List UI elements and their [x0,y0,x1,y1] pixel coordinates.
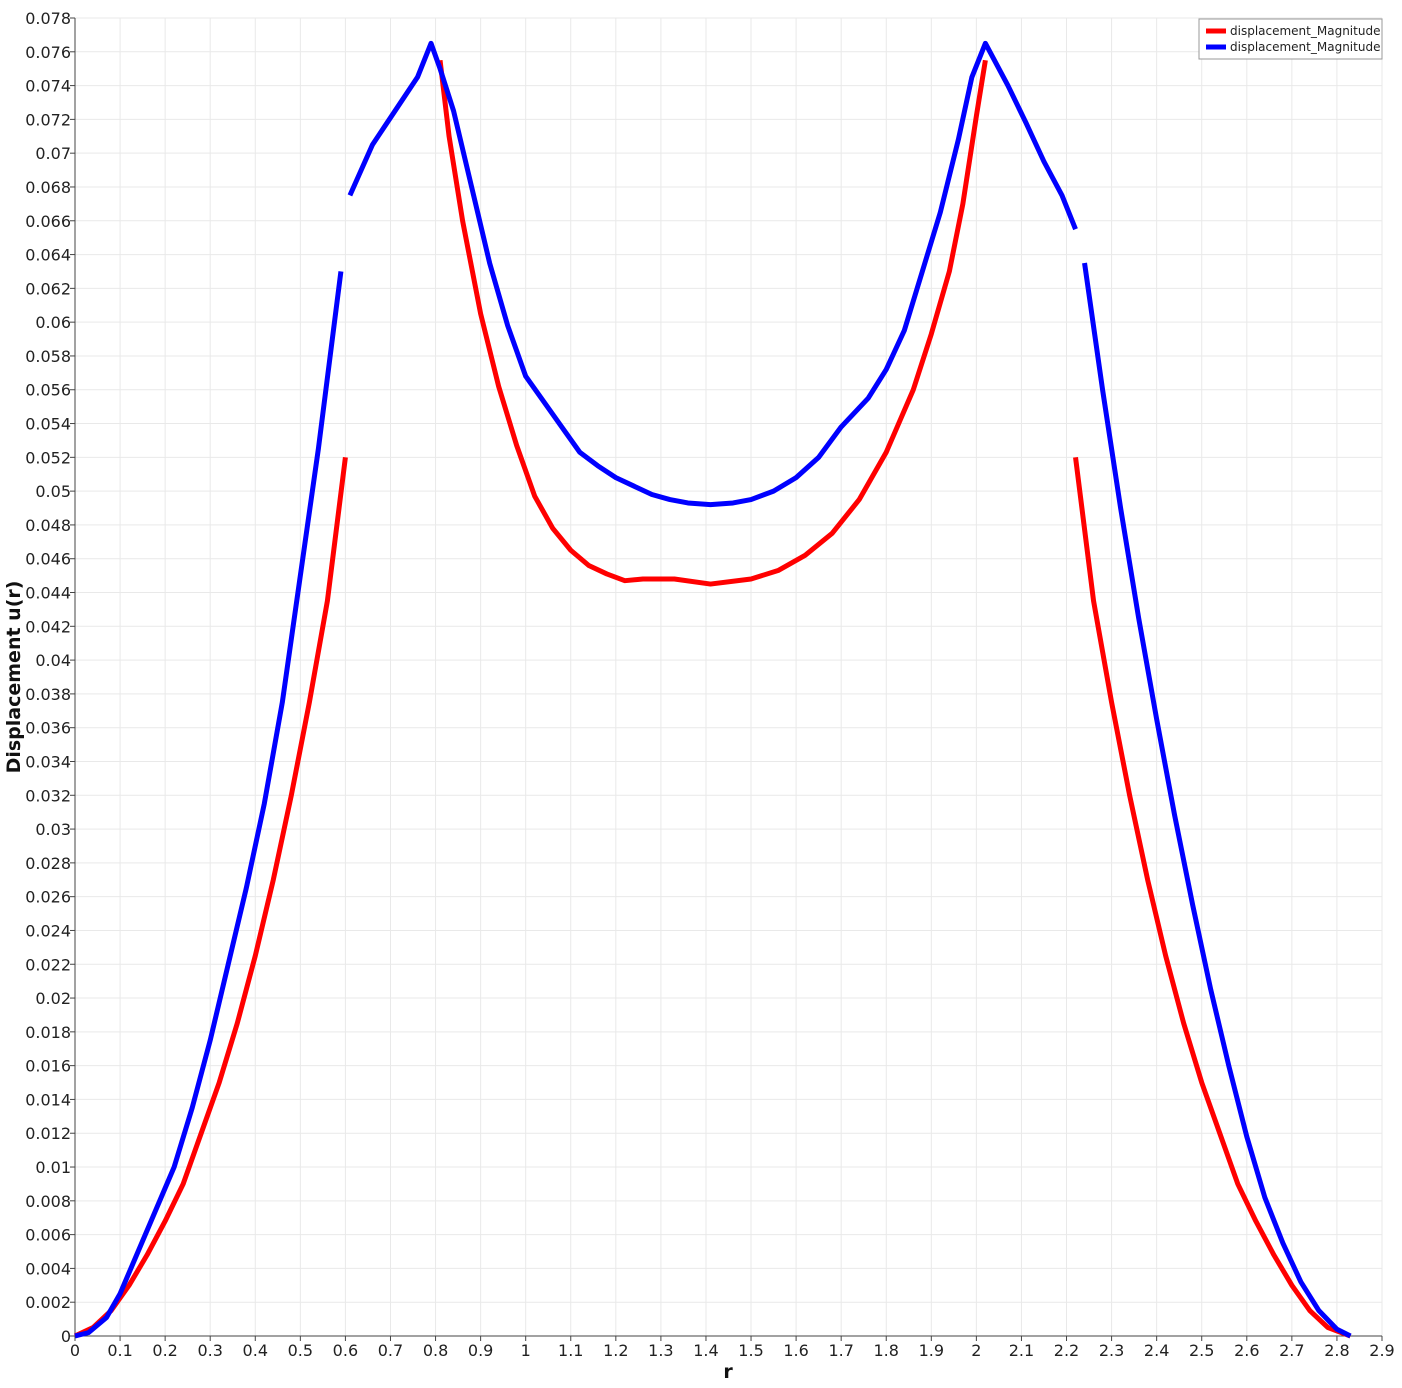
x-tick-label: 1.2 [603,1341,628,1360]
y-tick-group: 0 0.002 0.004 0.006 0.008 0.01 0.012 0.014 0.016… [25,9,75,1346]
y-tick-label: 0.042 [25,617,71,636]
legend-box [1198,18,1383,60]
y-tick-label: 0.012 [25,1124,71,1143]
x-tick-group: 0 0.1 0.2 0.3 0.4 0.5 0.6 0.7 0.8 0.9 1 1.1 1.2 1.3 1.… [70,1336,1395,1360]
y-tick-label: 0.052 [25,448,71,467]
x-tick-label: 0.6 [333,1341,358,1360]
y-tick-label: 0.044 [25,584,71,603]
x-tick-label: 0.8 [423,1341,448,1360]
legend: displacement_Magnitude displacement_Magn… [1198,18,1383,60]
axes [74,18,1382,1337]
x-tick-label: 2.1 [1009,1341,1034,1360]
x-tick-label: 1.8 [874,1341,899,1360]
y-tick-label: 0.05 [35,482,71,501]
series-line-segment [1082,262,1352,1339]
x-tick-label: 2.6 [1234,1341,1259,1360]
x-tick-label: 1.5 [738,1341,763,1360]
y-tick-label: 0.022 [25,955,71,974]
y-tick-label: 0.036 [25,719,71,738]
y-tick-label: 0.026 [25,888,71,907]
x-tick-label: 0.7 [378,1341,403,1360]
y-tick-label: 0.064 [25,246,71,265]
x-tick-label: 2.8 [1324,1341,1349,1360]
y-tick-label: 0.024 [25,921,71,940]
x-tick-label: 2 [971,1341,981,1360]
y-tick-label: 0.066 [25,212,71,231]
x-tick-label: 1.3 [648,1341,673,1360]
y-tick-label: 0.014 [25,1090,71,1109]
y-tick-label: 0.008 [25,1192,71,1211]
y-tick-label: 0.046 [25,550,71,569]
x-tick-label: 1.1 [558,1341,583,1360]
x-tick-label: 0.2 [152,1341,177,1360]
x-tick-label: 2.2 [1054,1341,1079,1360]
x-tick-label: 1.7 [828,1341,853,1360]
y-tick-label: 0.006 [25,1226,71,1245]
y-tick-label: 0.072 [25,110,71,129]
x-tick-label: 2.9 [1369,1341,1394,1360]
series-layer [73,40,1352,1339]
x-tick-label: 1.4 [693,1341,718,1360]
y-axis-title: Displacement u(r) [3,581,25,774]
y-tick-label: 0.01 [35,1158,71,1177]
y-tick-label: 0.07 [35,144,71,163]
y-tick-label: 0.018 [25,1023,71,1042]
y-tick-label: 0.002 [25,1293,71,1312]
legend-label-series-2: displacement_Magnitude [1230,40,1380,54]
y-tick-label: 0.04 [35,651,71,670]
x-tick-label: 2.5 [1189,1341,1214,1360]
y-tick-label: 0.016 [25,1057,71,1076]
y-tick-label: 0.038 [25,685,71,704]
y-tick-label: 0.03 [35,820,71,839]
x-tick-label: 0.3 [197,1341,222,1360]
y-tick-label: 0.068 [25,178,71,197]
y-tick-label: 0.032 [25,786,71,805]
x-tick-label: 0.4 [243,1341,268,1360]
x-tick-label: 0.5 [288,1341,313,1360]
series-2 [74,40,1352,1339]
series-line-segment [74,271,344,1339]
x-tick-label: 1 [521,1341,531,1360]
x-tick-label: 0.9 [468,1341,493,1360]
y-tick-label: 0.074 [25,77,71,96]
x-axis-title: r [723,1361,733,1383]
series-line-segment [1073,457,1352,1339]
series-1 [73,59,1352,1339]
x-tick-label: 0.1 [107,1341,132,1360]
y-tick-label: 0.004 [25,1259,71,1278]
y-tick-label: 0.02 [35,989,71,1008]
x-tick-label: 1.9 [919,1341,944,1360]
x-tick-label: 2.4 [1144,1341,1169,1360]
y-tick-label: 0 [61,1327,71,1346]
y-tick-label: 0.056 [25,381,71,400]
x-tick-label: 1.6 [783,1341,808,1360]
y-tick-label: 0.078 [25,9,71,28]
y-tick-label: 0.048 [25,516,71,535]
series-line-segment [347,40,1078,508]
y-tick-label: 0.054 [25,415,71,434]
grid-lines [74,17,1383,1337]
y-tick-label: 0.058 [25,347,71,366]
x-tick-label: 0 [70,1341,80,1360]
series-line-segment [437,59,988,587]
x-tick-label: 2.7 [1279,1341,1304,1360]
legend-label-series-1: displacement_Magnitude [1230,24,1380,38]
y-tick-label: 0.034 [25,752,71,771]
y-tick-label: 0.076 [25,43,71,62]
y-tick-label: 0.062 [25,279,71,298]
x-tick-label: 2.3 [1099,1341,1124,1360]
y-tick-label: 0.06 [35,313,71,332]
y-tick-label: 0.028 [25,854,71,873]
